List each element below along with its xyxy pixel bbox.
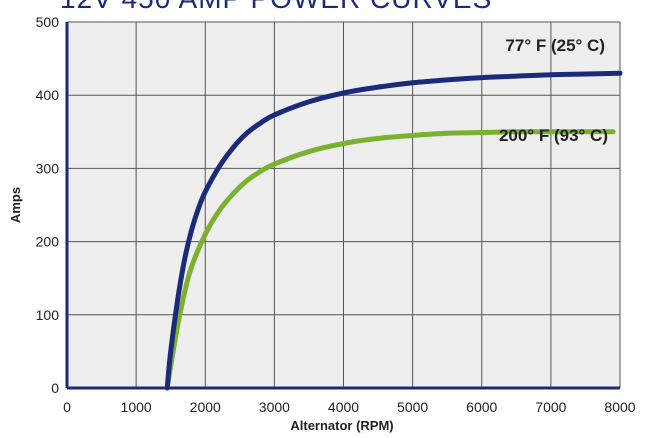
x-tick-label: 4000 [328, 399, 359, 415]
x-tick-label: 7000 [535, 399, 566, 415]
series-line-77f [164, 70, 623, 391]
x-tick-label: 6000 [466, 399, 497, 415]
x-tick-label: 5000 [397, 399, 428, 415]
x-tick-label: 8000 [604, 399, 635, 415]
y-tick-label: 300 [36, 160, 60, 176]
chart-title: 12V 450 AMP POWER CURVES [60, 0, 492, 14]
series-labels: 77° F (25° C) 200° F (93° C) [499, 36, 608, 145]
y-axis-title: Amps [8, 187, 23, 223]
x-axis-title: Alternator (RPM) [290, 418, 393, 433]
x-tick-labels: 0 1000 2000 3000 4000 5000 6000 7000 8000 [63, 399, 636, 415]
series-layer [164, 70, 623, 391]
series-line-200f [164, 129, 616, 391]
series-label-77f: 77° F (25° C) [505, 36, 605, 55]
series-label-200f: 200° F (93° C) [499, 126, 608, 145]
x-tick-label: 2000 [190, 399, 221, 415]
y-tick-labels: 0 100 200 300 400 500 [36, 14, 60, 396]
y-tick-label: 400 [36, 87, 60, 103]
y-tick-label: 0 [51, 380, 59, 396]
x-tick-label: 0 [63, 399, 71, 415]
y-tick-label: 200 [36, 234, 60, 250]
y-tick-label: 100 [36, 307, 60, 323]
y-tick-label: 500 [36, 14, 60, 30]
x-tick-label: 1000 [121, 399, 152, 415]
x-tick-label: 3000 [259, 399, 290, 415]
